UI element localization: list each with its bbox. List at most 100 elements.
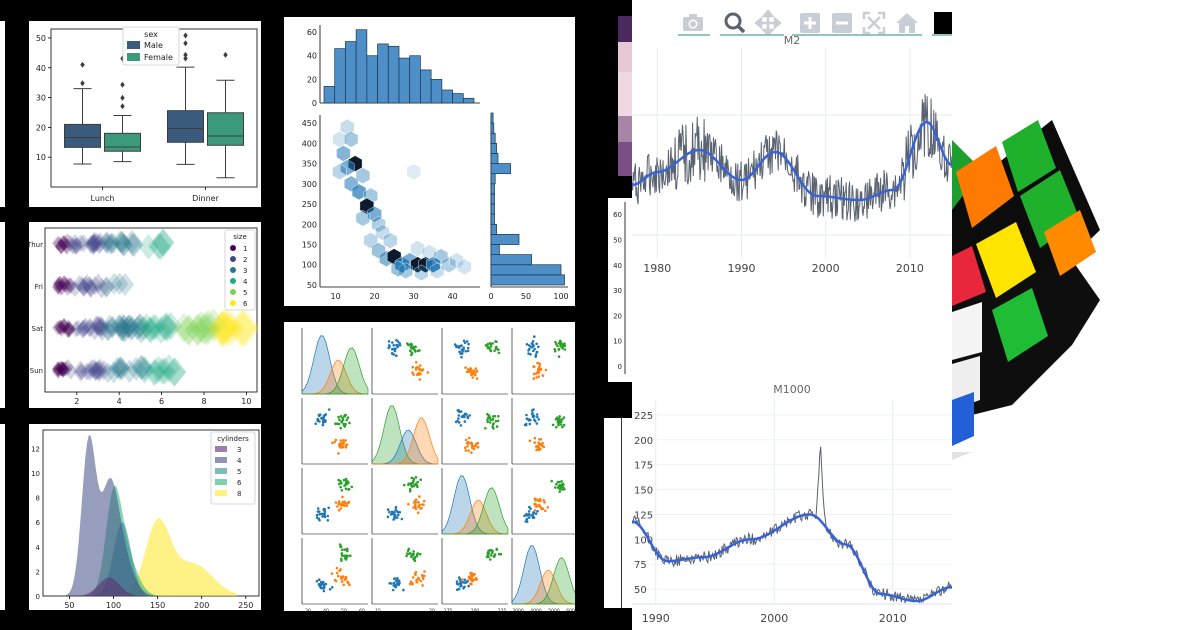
pairplot-point — [559, 420, 563, 424]
pairplot-point — [407, 482, 410, 485]
pairplot-point — [409, 342, 413, 346]
pairplot-point — [525, 343, 529, 346]
toolbar-zoom-out-button[interactable] — [829, 10, 855, 36]
pairplot-point — [315, 513, 319, 517]
pairplot-point — [412, 477, 416, 481]
pairplot-point — [315, 579, 319, 583]
home-icon — [896, 13, 918, 33]
stripplot-point — [55, 361, 68, 377]
jointplot-hexbin — [441, 256, 456, 273]
stripplot-point — [230, 309, 261, 348]
stripplot-point — [138, 233, 159, 260]
stripplot-point — [66, 237, 80, 255]
stripplot-point — [93, 317, 110, 338]
jointplot-hexbin — [457, 258, 472, 276]
pairplot-point — [464, 366, 467, 369]
jointplot-xtick-label: 20 — [370, 292, 380, 301]
pairplot-point — [334, 422, 337, 425]
pairplot-point — [413, 556, 417, 560]
pairplot-point — [392, 353, 396, 356]
jointplot-ytick-label: 50 — [307, 281, 317, 290]
stripplot-point — [59, 361, 73, 377]
pairplot-point — [554, 340, 557, 344]
jointplot-ytick-label: 300 — [302, 180, 317, 189]
pairplot-point — [321, 515, 324, 518]
pairplot-point — [464, 350, 467, 353]
pairplot-point — [471, 446, 474, 449]
pairplot-point — [314, 422, 317, 425]
pairplot-point — [530, 342, 534, 345]
jointplot-hexbin — [406, 163, 421, 180]
pairplot-point — [534, 503, 538, 507]
pairplot-point — [396, 516, 399, 519]
pairplot-point — [523, 423, 527, 427]
pairplot-point — [558, 487, 562, 491]
pairplot-point — [405, 552, 409, 555]
boxplot-legend-label: Male — [144, 41, 163, 50]
toolbar-autoscale-button[interactable] — [861, 10, 887, 36]
kdeplot-chart: 50 100 150 200 250 0 2 4 6 8 10 12 cylinders 3 4 5 6 8 — [31, 429, 260, 610]
pairplot-point — [388, 344, 391, 347]
pairplot-point — [421, 503, 424, 506]
pairplot-point — [532, 377, 536, 380]
pairplot-point — [527, 344, 531, 347]
pairplot-point — [410, 554, 413, 557]
stripplot-point — [60, 238, 74, 255]
stripplot-point — [113, 231, 132, 255]
partial-panel-left-mid — [0, 222, 5, 408]
partial-panel-bottom-right — [604, 418, 632, 608]
pairplot-point — [457, 417, 460, 420]
stripplot-point — [208, 309, 237, 346]
pairplot-point — [534, 355, 537, 358]
pairplot-point — [393, 577, 397, 580]
pairplot-point — [533, 347, 536, 351]
stripplot-point — [53, 360, 66, 377]
boxplot-box — [207, 112, 244, 146]
toolbar-pan-button[interactable] — [753, 8, 783, 38]
toolbar-underline — [678, 34, 710, 36]
pairplot-point — [475, 578, 478, 581]
jointplot-hexbin — [355, 167, 371, 184]
pairplot-point — [472, 573, 476, 576]
toolbar-home-button[interactable] — [894, 10, 920, 36]
pairplot-point — [336, 505, 339, 508]
pairplot-point — [344, 477, 348, 481]
stripplot-point — [73, 234, 88, 252]
toolbar-zoom-button[interactable] — [722, 10, 748, 36]
pairplot-point — [414, 350, 417, 353]
boxplot-outlier — [183, 32, 188, 39]
pairplot-point — [414, 366, 418, 370]
toolbar-zoom-in-button[interactable] — [797, 10, 823, 36]
pairplot-point — [495, 425, 499, 428]
stripplot-point — [52, 364, 65, 380]
pairplot-point — [455, 580, 459, 583]
pairplot-point — [523, 514, 526, 518]
zoom-icon — [724, 12, 746, 34]
stripplot-point — [90, 273, 107, 294]
pairplot-point — [417, 367, 421, 370]
pairplot-point — [535, 422, 539, 425]
pairplot-point — [395, 354, 398, 357]
pairplot-point — [533, 335, 536, 338]
ts-top-smooth-line — [632, 120, 952, 202]
pairplot-point — [527, 419, 530, 422]
pairplot-point — [525, 520, 529, 523]
pairplot-point — [396, 345, 399, 349]
toolbar-camera-button[interactable] — [680, 10, 706, 36]
ts-top-xtick-label: 2000 — [812, 262, 840, 275]
pairplot-point — [420, 573, 424, 577]
jointplot-hexbin — [336, 145, 351, 162]
stripplot-legend-label: 2 — [243, 256, 247, 264]
stripplot-point — [95, 359, 113, 381]
pairplot-kde — [372, 417, 439, 465]
pairplot-point — [341, 418, 345, 422]
toolbar-logo-button[interactable] — [934, 12, 952, 36]
pairplot-point — [344, 422, 347, 426]
kdeplot-xtick-label: 50 — [64, 601, 74, 610]
jointplot-hexbin — [410, 240, 425, 257]
pairplot-point — [414, 503, 417, 507]
ts-bottom-ytick-label: 100 — [634, 535, 653, 546]
pairplot-xtick-label: 225 — [498, 608, 507, 611]
pairplot-point — [346, 549, 349, 553]
boxplot-legend-swatch — [127, 41, 140, 49]
